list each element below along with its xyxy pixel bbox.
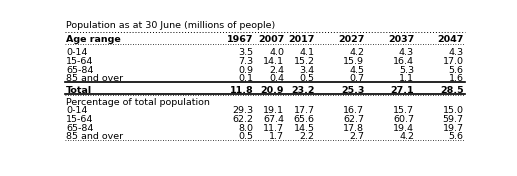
Text: 0-14: 0-14 xyxy=(66,48,87,57)
Text: 16.7: 16.7 xyxy=(343,106,364,115)
Text: 23.2: 23.2 xyxy=(291,86,315,95)
Text: 17.7: 17.7 xyxy=(294,106,315,115)
Text: 65-84: 65-84 xyxy=(66,124,94,133)
Text: 15-64: 15-64 xyxy=(66,115,94,124)
Text: 11.7: 11.7 xyxy=(263,124,284,133)
Text: 5.3: 5.3 xyxy=(399,66,414,75)
Text: 14.1: 14.1 xyxy=(263,57,284,66)
Text: 2017: 2017 xyxy=(288,35,315,44)
Text: 7.3: 7.3 xyxy=(239,57,254,66)
Text: 25.3: 25.3 xyxy=(341,86,364,95)
Text: 0.9: 0.9 xyxy=(239,66,254,75)
Text: Percentage of total population: Percentage of total population xyxy=(66,98,210,107)
Text: 1.1: 1.1 xyxy=(399,74,414,83)
Text: 19.7: 19.7 xyxy=(443,124,464,133)
Text: 5.6: 5.6 xyxy=(449,132,464,141)
Text: 20.9: 20.9 xyxy=(261,86,284,95)
Text: 4.2: 4.2 xyxy=(349,48,364,57)
Text: 4.5: 4.5 xyxy=(349,66,364,75)
Text: 65.6: 65.6 xyxy=(294,115,315,124)
Text: 16.4: 16.4 xyxy=(393,57,414,66)
Text: 0.7: 0.7 xyxy=(349,74,364,83)
Text: 4.3: 4.3 xyxy=(399,48,414,57)
Text: 27.1: 27.1 xyxy=(390,86,414,95)
Text: 0-14: 0-14 xyxy=(66,106,87,115)
Text: 15.9: 15.9 xyxy=(343,57,364,66)
Text: 2.4: 2.4 xyxy=(269,66,284,75)
Text: 8.0: 8.0 xyxy=(239,124,254,133)
Text: Age range: Age range xyxy=(66,35,121,44)
Text: 62.2: 62.2 xyxy=(233,115,254,124)
Text: Population as at 30 June (millions of people): Population as at 30 June (millions of pe… xyxy=(66,21,276,30)
Text: 0.4: 0.4 xyxy=(269,74,284,83)
Text: 2007: 2007 xyxy=(258,35,284,44)
Text: 11.8: 11.8 xyxy=(230,86,254,95)
Text: 0.5: 0.5 xyxy=(239,132,254,141)
Text: 85 and over: 85 and over xyxy=(66,74,124,83)
Text: 2.2: 2.2 xyxy=(300,132,315,141)
Text: 0.5: 0.5 xyxy=(300,74,315,83)
Text: 85 and over: 85 and over xyxy=(66,132,124,141)
Text: 15.2: 15.2 xyxy=(294,57,315,66)
Text: 15-64: 15-64 xyxy=(66,57,94,66)
Text: 15.0: 15.0 xyxy=(443,106,464,115)
Text: 4.3: 4.3 xyxy=(449,48,464,57)
Text: 60.7: 60.7 xyxy=(393,115,414,124)
Text: 1.6: 1.6 xyxy=(449,74,464,83)
Text: 1.7: 1.7 xyxy=(269,132,284,141)
Text: 4.0: 4.0 xyxy=(269,48,284,57)
Text: 67.4: 67.4 xyxy=(263,115,284,124)
Text: 29.3: 29.3 xyxy=(233,106,254,115)
Text: 65-84: 65-84 xyxy=(66,66,94,75)
Text: 17.8: 17.8 xyxy=(343,124,364,133)
Text: 28.5: 28.5 xyxy=(440,86,464,95)
Text: 15.7: 15.7 xyxy=(393,106,414,115)
Text: 14.5: 14.5 xyxy=(294,124,315,133)
Text: 3.4: 3.4 xyxy=(299,66,315,75)
Text: 4.1: 4.1 xyxy=(300,48,315,57)
Text: 3.5: 3.5 xyxy=(239,48,254,57)
Text: 1967: 1967 xyxy=(227,35,254,44)
Text: 2.7: 2.7 xyxy=(349,132,364,141)
Text: 17.0: 17.0 xyxy=(443,57,464,66)
Text: 2037: 2037 xyxy=(388,35,414,44)
Text: 19.1: 19.1 xyxy=(263,106,284,115)
Text: 5.6: 5.6 xyxy=(449,66,464,75)
Text: 2027: 2027 xyxy=(338,35,364,44)
Text: 59.7: 59.7 xyxy=(443,115,464,124)
Text: 0.1: 0.1 xyxy=(239,74,254,83)
Text: 62.7: 62.7 xyxy=(343,115,364,124)
Text: 19.4: 19.4 xyxy=(393,124,414,133)
Text: Total: Total xyxy=(66,86,93,95)
Text: 2047: 2047 xyxy=(437,35,464,44)
Text: 4.2: 4.2 xyxy=(399,132,414,141)
